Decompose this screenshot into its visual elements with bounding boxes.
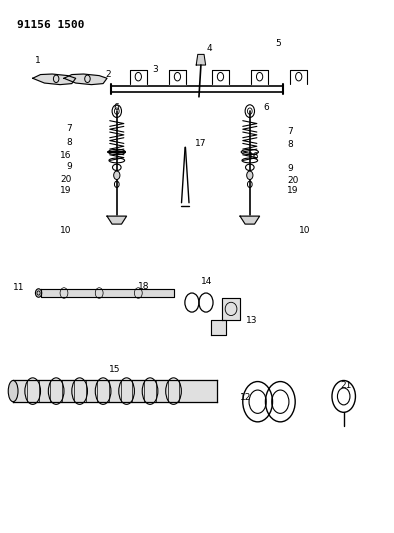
Polygon shape	[211, 319, 226, 335]
Text: 6: 6	[113, 103, 119, 112]
Polygon shape	[107, 216, 126, 224]
Text: 20: 20	[60, 174, 72, 183]
Text: 91156 1500: 91156 1500	[17, 20, 85, 30]
Text: 16: 16	[248, 152, 259, 161]
Text: 10: 10	[60, 226, 72, 235]
Polygon shape	[251, 70, 268, 84]
Text: 9: 9	[287, 164, 293, 173]
Text: 16: 16	[60, 151, 72, 160]
Text: 13: 13	[246, 316, 257, 325]
Text: 12: 12	[240, 393, 252, 402]
Polygon shape	[13, 381, 217, 402]
Ellipse shape	[8, 381, 18, 402]
Polygon shape	[290, 70, 307, 84]
Text: 14: 14	[201, 277, 212, 286]
Text: 6: 6	[264, 103, 269, 112]
Text: 19: 19	[287, 186, 299, 195]
Text: 4: 4	[207, 44, 212, 53]
Text: 8: 8	[66, 139, 72, 148]
Polygon shape	[41, 289, 173, 297]
Text: 9: 9	[66, 163, 72, 171]
Polygon shape	[130, 70, 147, 84]
Text: 21: 21	[340, 381, 351, 390]
Text: 1: 1	[35, 56, 41, 65]
Circle shape	[35, 289, 42, 297]
Polygon shape	[196, 54, 206, 65]
Circle shape	[114, 171, 120, 180]
Text: 15: 15	[109, 366, 121, 374]
Polygon shape	[64, 74, 107, 85]
Text: 5: 5	[275, 39, 281, 49]
Polygon shape	[240, 216, 260, 224]
Text: 7: 7	[287, 127, 293, 136]
Circle shape	[247, 171, 253, 180]
Text: 7: 7	[66, 124, 72, 133]
Text: 19: 19	[60, 186, 72, 195]
Polygon shape	[212, 70, 229, 84]
Text: 20: 20	[287, 175, 298, 184]
Text: 18: 18	[138, 282, 150, 291]
Text: 11: 11	[13, 283, 25, 292]
Text: 10: 10	[299, 226, 310, 235]
Polygon shape	[169, 70, 186, 84]
Text: 17: 17	[195, 139, 206, 148]
Text: 8: 8	[287, 140, 293, 149]
Text: 3: 3	[152, 65, 158, 74]
Polygon shape	[223, 298, 240, 319]
Text: 2: 2	[105, 70, 111, 79]
Polygon shape	[33, 74, 76, 85]
